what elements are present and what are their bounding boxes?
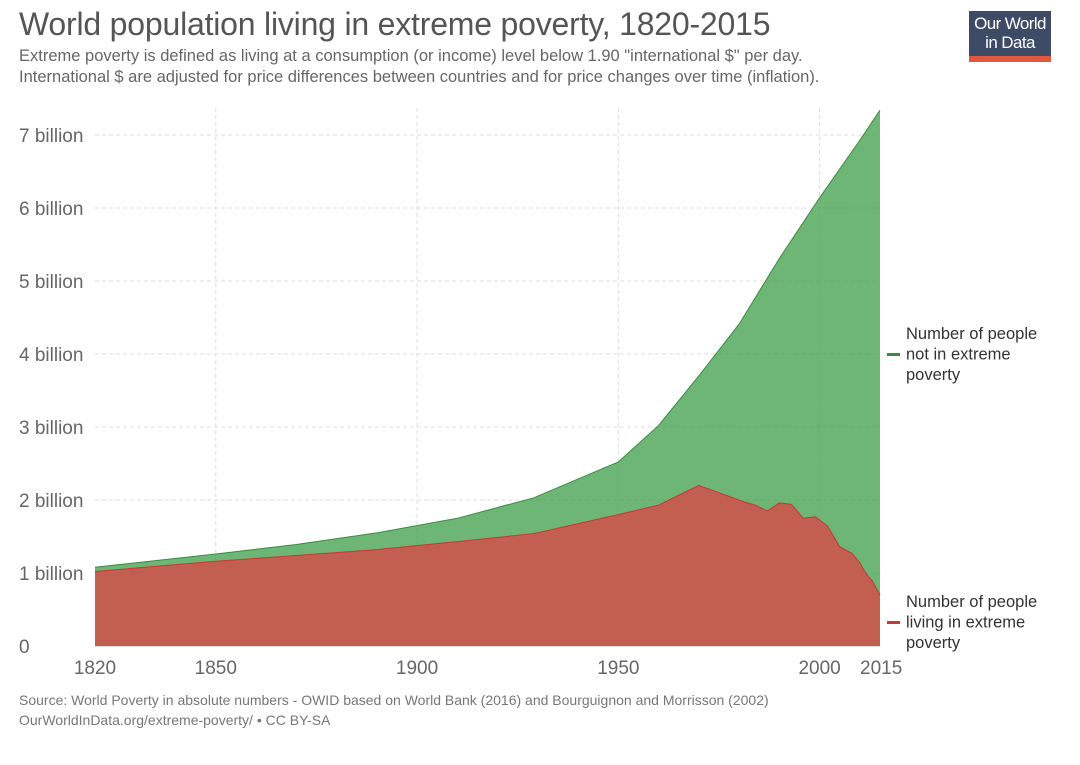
x-axis: 1820 1850 1900 1950 2000 2015 [74,658,902,679]
logo-line-2: in Data [985,33,1035,52]
line-total-population [94,109,881,568]
license-link[interactable]: OurWorldInData.org/extreme-poverty/ • CC… [19,712,331,728]
area-in-poverty [95,485,880,646]
chart-subtitle: Extreme poverty is defined as living at … [19,46,819,88]
x-tick-label: 1950 [597,658,639,679]
legend-swatch [887,353,900,356]
y-tick-label: 5 billion [19,272,83,293]
line-in-poverty [94,484,881,596]
owid-logo[interactable]: Our World in Data [969,11,1051,62]
legend-label: Number of people [906,593,1037,611]
legend-not-in-poverty[interactable]: Number of people not in extreme poverty [887,325,1037,384]
chart-title: World population living in extreme pover… [19,6,771,42]
x-tick-label: 2015 [860,658,902,679]
y-tick-label: 3 billion [19,418,83,439]
chart-footer: Source: World Poverty in absolute number… [19,690,769,730]
legend-label: not in extreme [906,346,1011,364]
legend-label: living in extreme [906,614,1025,632]
subtitle-line-2: International $ are adjusted for price d… [19,68,820,86]
y-tick-label: 4 billion [19,345,83,366]
legend-label: Number of people [906,325,1037,343]
logo-line-1: Our World [974,14,1046,33]
y-tick-label: 6 billion [19,199,83,220]
y-tick-label: 2 billion [19,491,83,512]
y-axis: 0 1 billion 2 billion 3 billion 4 billion 5 b… [19,126,83,658]
chart-areas [94,109,881,646]
logo-stripe [969,56,1051,62]
y-tick-label: 1 billion [19,564,83,585]
legend-label: poverty [906,366,961,384]
y-tick-label: 0 [19,637,30,658]
x-tick-label: 1850 [195,658,237,679]
x-tick-label: 1820 [74,658,116,679]
y-tick-label: 7 billion [19,126,83,147]
legend-swatch [887,621,900,624]
legend-in-poverty[interactable]: Number of people living in extreme poverty [887,593,1037,652]
legend-label: poverty [906,634,961,652]
subtitle-line-1: Extreme poverty is defined as living at … [19,47,803,65]
x-tick-label: 2000 [798,658,840,679]
x-tick-label: 1900 [396,658,438,679]
source-note: Source: World Poverty in absolute number… [19,692,769,708]
